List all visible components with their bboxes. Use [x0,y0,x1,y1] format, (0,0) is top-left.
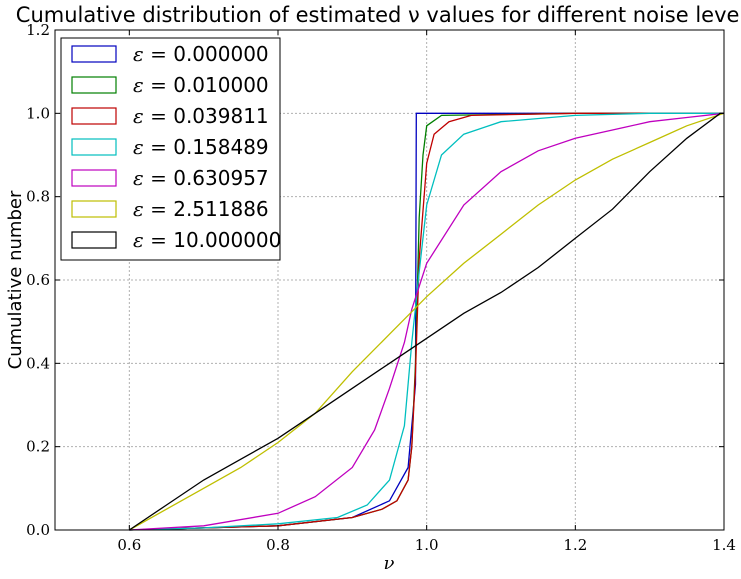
legend-box [60,37,281,261]
y-axis-label: Cumulative number [5,190,26,369]
x-tick-label: 1.0 [415,536,439,554]
legend-label-4: ε = 0.630957 [133,166,269,190]
legend-swatch-2 [71,107,117,125]
y-tick-label: 0.6 [26,271,50,289]
legend-label-5: ε = 2.511886 [133,197,269,221]
legend-swatch-6 [71,231,117,249]
legend: ε = 0.000000 ε = 0.010000 ε = 0.039811 ε = … [60,37,281,261]
legend-label-6: ε = 10.000000 [133,228,281,252]
legend-swatch-4 [71,169,117,187]
x-tick-label: 0.6 [117,536,141,554]
y-tick-label: 0.4 [26,354,50,372]
axis-ticks: 0.6 0.8 1.0 1.2 1.4 0.0 0.2 0.4 0.6 0.8 1.0 1.2 [26,21,736,554]
y-tick-label: 0.0 [26,521,50,539]
legend-swatch-3 [71,138,117,156]
legend-label-0: ε = 0.000000 [133,42,269,66]
legend-swatch-5 [71,200,117,218]
series-line-5 [128,112,725,531]
x-tick-label: 0.8 [266,536,290,554]
legend-swatch-1 [71,76,117,94]
series-line-4 [129,112,725,531]
legend-swatch-0 [71,45,117,63]
series-line-6 [128,112,724,531]
y-tick-label: 0.8 [26,188,50,206]
x-axis-label: ν [384,553,395,574]
legend-label-3: ε = 0.158489 [133,135,269,159]
y-tick-label: 1.2 [26,21,50,39]
series-lines [128,112,725,531]
chart-title: Cumulative distribution of estimated ν v… [16,3,741,27]
series-line-2 [129,112,724,531]
x-tick-label: 1.4 [712,536,736,554]
x-tick-label: 1.2 [563,536,587,554]
legend-label-2: ε = 0.039811 [133,104,269,128]
y-tick-label: 0.2 [26,438,50,456]
y-tick-label: 1.0 [26,104,50,122]
legend-label-1: ε = 0.010000 [133,73,269,97]
